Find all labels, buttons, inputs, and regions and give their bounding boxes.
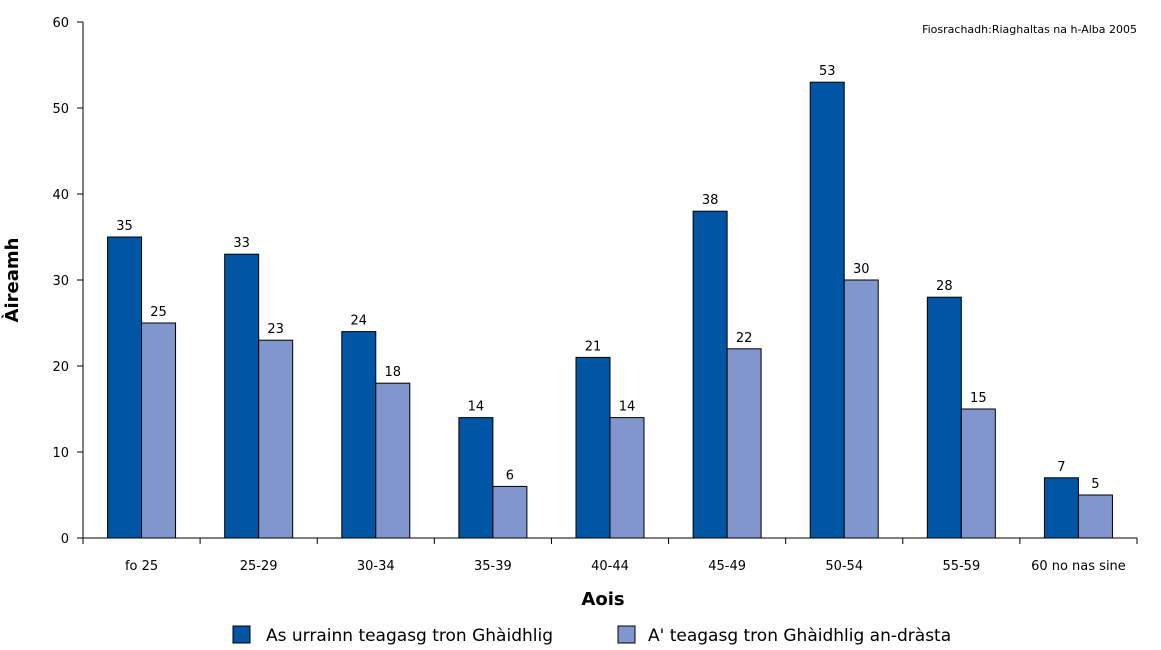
data-label-series-1-0: 35 xyxy=(116,219,133,234)
data-label-series-2-1: 23 xyxy=(267,322,284,337)
data-label-series-2-0: 25 xyxy=(150,305,167,320)
x-tick-label-4: 40-44 xyxy=(591,559,629,574)
y-axis-ticks: 0 10 20 30 40 50 60 xyxy=(52,16,83,547)
y-tick-label-6: 60 xyxy=(52,16,69,31)
bar-series-2-3 xyxy=(492,485,528,539)
y-axis-title: Àireamh xyxy=(1,238,23,323)
bar-series-2-6 xyxy=(843,279,879,539)
y-tick-label-4: 40 xyxy=(52,188,69,203)
data-label-series-2-5: 22 xyxy=(736,331,753,346)
bar-series-1-1 xyxy=(224,253,260,539)
bar-series-2-7 xyxy=(960,408,996,539)
data-labels: 35 33 24 14 21 38 53 28 7 25 23 18 6 14 22 30 15 5 xyxy=(116,64,1099,492)
x-tick-label-2: 30-34 xyxy=(357,559,395,574)
bar-series-2-1 xyxy=(258,339,294,539)
bar-series-2-0 xyxy=(141,322,177,539)
data-label-series-1-8: 7 xyxy=(1057,460,1065,475)
x-tick-label-5: 45-49 xyxy=(708,559,746,574)
y-tick-label-0: 0 xyxy=(61,532,69,547)
y-tick-label-5: 50 xyxy=(52,102,69,117)
x-tick-label-6: 50-54 xyxy=(825,559,863,574)
bar-series-1-8 xyxy=(1043,477,1079,539)
bar-series-1-0 xyxy=(107,236,143,539)
data-label-series-2-8: 5 xyxy=(1091,477,1099,492)
data-label-series-1-4: 21 xyxy=(585,339,602,354)
bar-series-2-5 xyxy=(726,348,762,539)
bar-series-1-3 xyxy=(458,417,494,539)
legend-swatch-series-1 xyxy=(232,625,251,644)
x-axis-title: Aois xyxy=(581,589,624,610)
bar-series-1-5 xyxy=(692,210,728,539)
bar-series-2-2 xyxy=(375,382,411,539)
x-tick-label-0: fo 25 xyxy=(125,559,158,574)
y-tick-label-3: 30 xyxy=(52,274,69,289)
bar-series-2-4 xyxy=(609,417,645,539)
data-label-series-1-7: 28 xyxy=(936,279,953,294)
data-label-series-2-2: 18 xyxy=(385,365,402,380)
bar-marks xyxy=(107,81,1113,539)
y-tick-label-1: 10 xyxy=(52,446,69,461)
bar-series-1-4 xyxy=(575,356,611,539)
x-tick-label-8: 60 no nas sine xyxy=(1031,559,1126,574)
data-label-series-1-1: 33 xyxy=(233,236,250,251)
data-label-series-2-4: 14 xyxy=(619,400,636,415)
x-tick-label-7: 55-59 xyxy=(942,559,980,574)
x-axis-ticks: fo 25 25-29 30-34 35-39 40-44 45-49 50-54 55-59… xyxy=(82,538,1138,574)
source-note: Fiosrachadh:Riaghaltas na h-Alba 2005 xyxy=(922,23,1137,36)
legend-label-series-2: A' teagasg tron Ghàidhlig an-dràsta xyxy=(648,626,951,646)
y-tick-label-2: 20 xyxy=(52,360,69,375)
legend-swatch-series-2 xyxy=(617,625,636,644)
x-tick-label-1: 25-29 xyxy=(240,559,278,574)
bar-series-1-7 xyxy=(926,296,962,539)
data-label-series-1-2: 24 xyxy=(351,314,368,329)
data-label-series-1-3: 14 xyxy=(468,400,485,415)
bar-series-2-8 xyxy=(1077,494,1113,539)
x-tick-label-3: 35-39 xyxy=(474,559,512,574)
data-label-series-2-6: 30 xyxy=(853,262,870,277)
data-label-series-2-7: 15 xyxy=(970,391,987,406)
data-label-series-1-5: 38 xyxy=(702,193,719,208)
bar-series-1-2 xyxy=(341,331,377,539)
legend-label-series-1: As urrainn teagasg tron Ghàidhlig xyxy=(266,626,553,646)
legend: As urrainn teagasg tron Ghàidhlig A' tea… xyxy=(232,625,951,646)
data-label-series-1-6: 53 xyxy=(819,64,836,79)
data-label-series-2-3: 6 xyxy=(506,468,514,483)
bar-series-1-6 xyxy=(809,81,845,539)
